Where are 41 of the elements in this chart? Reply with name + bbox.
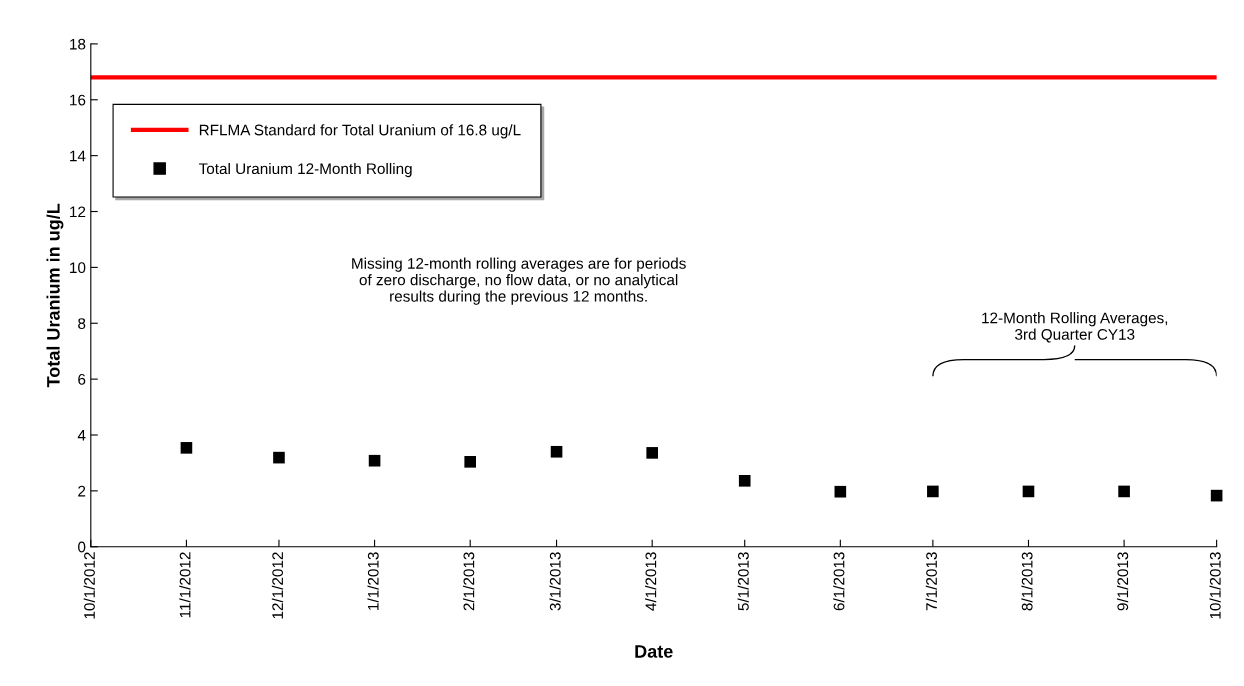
x-tick-label: 3/1/2013 [549,552,561,611]
point [646,447,658,459]
y-tick-label: 14 [70,150,86,162]
point [273,451,285,464]
y-tick-label: 2 [78,485,86,497]
y-axis-title: Total Uranium in ug/L [46,203,64,388]
x-tick-label: 6/1/2013 [833,552,845,611]
point [834,485,847,498]
x-tick-label: 9/1/2013 [1116,552,1129,611]
legend-label: Total Uranium 12-Month Rolling [198,162,412,178]
point [180,442,193,454]
y-tick-label: 0 [78,541,86,553]
x-tick-label: 7/1/2013 [925,552,937,611]
y-tick-label: 6 [78,374,86,385]
y-tick-label: 10 [70,262,86,274]
legend-label: RFLMA Standard for Total Uranium of 16.8 ug/L [199,124,521,139]
x-tick-label: 1/1/2013 [367,552,379,610]
y-tick-label: 16 [70,94,86,106]
point [927,485,939,498]
x-tick-label: 12/1/2012 [271,552,284,619]
x-tick-label: 4/1/2013 [645,552,657,611]
x-axis-title: Date [635,645,673,658]
point [1022,485,1035,498]
x-tick-label: 10/1/2012 [83,552,95,619]
point [738,475,751,487]
x-tick-label: 10/1/2013 [1209,552,1221,619]
x-tick-label: 8/1/2013 [1021,552,1033,611]
point [1210,489,1223,502]
y-tick-label: 18 [70,38,86,50]
x-tick-label: 2/1/2013 [463,552,475,611]
x-tick-label: 5/1/2013 [737,552,749,611]
point [550,445,563,458]
point [464,456,477,468]
point [368,454,381,467]
annotation: Missing 12-month rolling averages are for periods of zero discharge, no flow data, or no analytical results during the previous 12 months. [352,257,686,305]
x-tick-label: 11/1/2012 [179,552,191,618]
y-tick-label: 12 [70,206,86,218]
y-tick-label: 8 [78,318,86,329]
point [1118,485,1130,498]
y-tick-label: 4 [77,430,86,441]
annotation: 12-Month Rolling Averages, 3rd Quarter CY13 [982,312,1168,343]
